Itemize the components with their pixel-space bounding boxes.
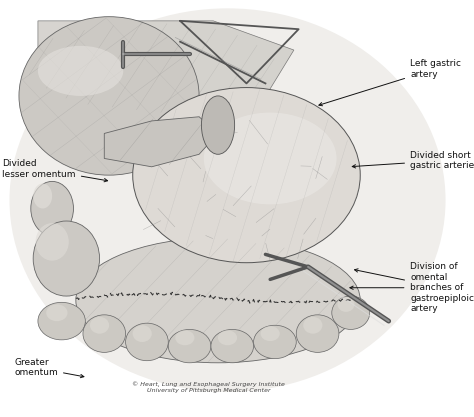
Ellipse shape: [175, 330, 194, 345]
Text: Left gastric
artery: Left gastric artery: [319, 59, 461, 106]
Ellipse shape: [261, 326, 280, 341]
Ellipse shape: [90, 317, 109, 334]
Ellipse shape: [76, 238, 360, 363]
Ellipse shape: [33, 183, 52, 208]
Ellipse shape: [31, 181, 73, 236]
Ellipse shape: [303, 317, 322, 334]
Ellipse shape: [296, 315, 339, 352]
Ellipse shape: [201, 96, 235, 154]
Ellipse shape: [211, 329, 254, 363]
Ellipse shape: [38, 46, 123, 96]
Ellipse shape: [36, 223, 69, 261]
Ellipse shape: [133, 88, 360, 263]
Ellipse shape: [254, 325, 296, 359]
Ellipse shape: [204, 113, 337, 204]
Text: © Heart, Lung and Esophageal Surgery Institute
University of Pittsburgh Medical : © Heart, Lung and Esophageal Surgery Ins…: [132, 381, 285, 393]
Text: Divided short
gastric arteries: Divided short gastric arteries: [352, 151, 474, 170]
Ellipse shape: [19, 17, 199, 175]
Ellipse shape: [126, 323, 168, 361]
Text: Greater
omentum: Greater omentum: [14, 358, 84, 378]
Text: Divided
lesser omentum: Divided lesser omentum: [2, 159, 108, 182]
Ellipse shape: [33, 221, 100, 296]
Ellipse shape: [332, 296, 370, 329]
Polygon shape: [104, 117, 218, 167]
Ellipse shape: [38, 302, 85, 340]
Ellipse shape: [46, 304, 67, 321]
Polygon shape: [38, 21, 294, 125]
Ellipse shape: [9, 8, 446, 392]
Ellipse shape: [83, 315, 126, 352]
Ellipse shape: [133, 325, 152, 342]
Ellipse shape: [168, 329, 211, 363]
Ellipse shape: [337, 297, 355, 312]
Text: Division of
omental
branches of
gastroepiploic
artery: Division of omental branches of gastroep…: [355, 262, 474, 313]
Ellipse shape: [218, 330, 237, 345]
